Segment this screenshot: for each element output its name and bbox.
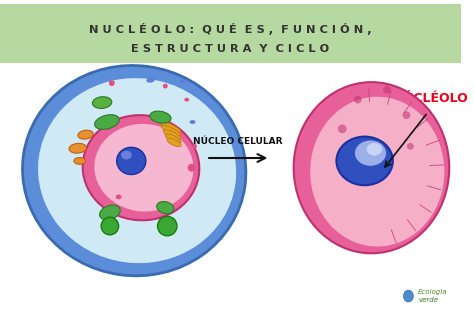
Ellipse shape: [150, 111, 171, 123]
Ellipse shape: [82, 115, 199, 220]
Ellipse shape: [294, 82, 449, 253]
Text: N U C L É O L O :  Q U É  E S ,  F U N C I Ó N ,: N U C L É O L O : Q U É E S , F U N C I …: [89, 23, 372, 35]
Ellipse shape: [165, 134, 181, 143]
Bar: [0, 4, 461, 63]
Ellipse shape: [383, 86, 391, 94]
Ellipse shape: [402, 111, 410, 119]
Ellipse shape: [407, 143, 414, 150]
Ellipse shape: [121, 151, 132, 160]
Ellipse shape: [184, 98, 189, 102]
Text: Ecologia: Ecologia: [418, 289, 447, 295]
Ellipse shape: [355, 141, 386, 166]
Ellipse shape: [180, 79, 186, 83]
Ellipse shape: [310, 97, 445, 246]
Ellipse shape: [192, 144, 197, 149]
Ellipse shape: [69, 143, 87, 153]
Ellipse shape: [160, 121, 181, 132]
Ellipse shape: [38, 78, 236, 263]
Ellipse shape: [163, 84, 168, 88]
Ellipse shape: [101, 217, 118, 235]
Ellipse shape: [92, 97, 112, 108]
Ellipse shape: [167, 138, 181, 147]
Ellipse shape: [161, 125, 181, 136]
Ellipse shape: [354, 96, 362, 104]
Ellipse shape: [100, 205, 120, 220]
Text: NÚCLEO CELULAR: NÚCLEO CELULAR: [193, 137, 283, 146]
Ellipse shape: [109, 80, 115, 86]
Ellipse shape: [157, 202, 174, 214]
Ellipse shape: [403, 290, 413, 302]
Ellipse shape: [117, 147, 146, 174]
Ellipse shape: [95, 115, 119, 129]
Ellipse shape: [338, 125, 346, 133]
Ellipse shape: [366, 143, 382, 155]
Ellipse shape: [337, 137, 393, 185]
Ellipse shape: [163, 130, 181, 140]
Text: verde: verde: [418, 297, 438, 303]
Ellipse shape: [146, 78, 155, 83]
Ellipse shape: [190, 120, 195, 124]
Ellipse shape: [157, 216, 177, 236]
Ellipse shape: [94, 124, 193, 211]
Text: NÚCLÉOLO: NÚCLÉOLO: [394, 92, 469, 105]
Ellipse shape: [22, 65, 246, 276]
Ellipse shape: [188, 164, 195, 172]
Ellipse shape: [74, 157, 86, 164]
Ellipse shape: [78, 130, 93, 139]
Ellipse shape: [116, 194, 121, 199]
Text: E S T R U C T U R A  Y  C I C L O: E S T R U C T U R A Y C I C L O: [131, 44, 329, 54]
